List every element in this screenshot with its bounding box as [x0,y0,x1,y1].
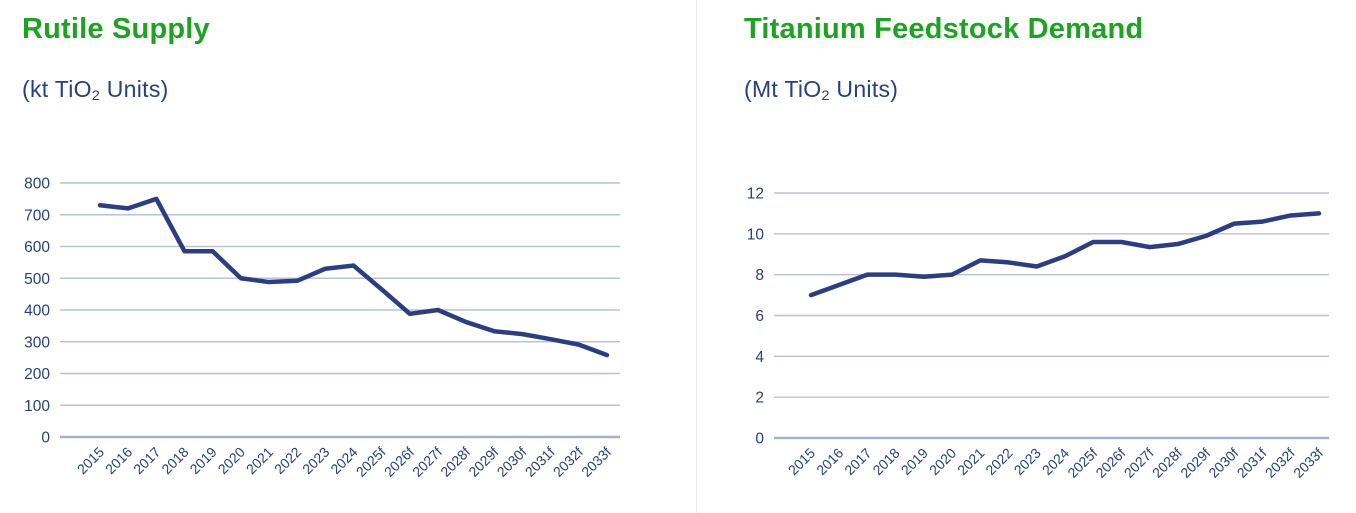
y-tick-label: 700 [24,207,50,224]
x-tick-label: 2028f [1149,445,1185,481]
x-tick-label: 2025f [1064,445,1100,481]
feedstock-demand-series-line [808,211,1322,298]
rutile-supply-series-line [97,196,610,358]
y-tick-label: 600 [24,239,50,256]
y-tick-label: 2 [755,390,764,407]
x-tick-label: 2030f [1205,445,1241,481]
rutile-supply-units-label: (kt TiO2 Units) [22,76,169,105]
subscript-2: 2 [821,88,830,105]
x-tick-label: 2026f [381,444,417,480]
feedstock-demand-title: Titanium Feedstock Demand [744,13,1144,45]
x-tick-label: 2016 [102,444,135,477]
x-tick-label: 2033f [1290,445,1326,481]
x-tick-label: 2019 [898,445,931,478]
x-tick-label: 2028f [437,444,473,480]
x-tick-label: 2019 [186,444,219,477]
x-tick-label: 2030f [494,444,530,480]
x-tick-label: 2026f [1092,445,1128,481]
x-tick-label: 2020 [215,444,248,477]
y-tick-label: 0 [755,431,764,448]
y-tick-label: 100 [24,398,50,415]
y-tick-label: 200 [24,366,50,383]
subtitle-text: Units) [100,76,169,102]
feedstock-demand-line-chart: 0246810122015201620172018201920202021202… [747,186,1329,481]
y-tick-label: 8 [755,267,764,284]
x-tick-label: 2018 [869,445,902,478]
y-tick-label: 300 [24,334,50,351]
x-tick-label: 2027f [1121,445,1157,481]
x-tick-label: 2032f [550,444,586,480]
rutile-supply-title: Rutile Supply [22,13,210,45]
x-tick-label: 2022 [982,445,1015,478]
subscript-2: 2 [91,88,101,105]
y-tick-label: 0 [41,430,50,447]
x-tick-label: 2020 [926,445,959,478]
x-tick-label: 2016 [813,445,846,478]
y-tick-label: 400 [24,303,50,320]
y-tick-label: 500 [24,271,50,288]
feedstock-demand-units-label: (Mt TiO2 Units) [744,76,899,105]
x-tick-label: 2021 [243,444,276,477]
x-tick-label: 2018 [158,444,191,477]
x-tick-label: 2033f [578,444,614,480]
x-tick-label: 2015 [74,444,107,477]
x-tick-label: 2031f [522,444,558,480]
x-tick-label: 2031f [1234,445,1270,481]
subtitle-text: (Mt TiO [744,76,822,102]
x-tick-label: 2017 [841,445,874,478]
rutile-supply-line-chart: 0100200300400500600700800201520162017201… [24,176,620,480]
feedstock-demand-panel: Titanium Feedstock Demand (Mt TiO2 Units… [697,0,1355,513]
x-tick-label: 2017 [130,444,163,477]
x-tick-label: 2029f [1177,445,1213,481]
rutile-supply-panel: Rutile Supply (kt TiO2 Units) 0 100 200 300… [22,0,697,513]
x-tick-label: 2022 [271,444,304,477]
x-tick-label: 2015 [785,445,818,478]
subtitle-text: Units) [829,76,899,102]
y-tick-label: 800 [24,176,50,193]
y-tick-label: 12 [747,186,764,203]
x-tick-label: 2029f [465,444,501,480]
y-tick-label: 6 [755,308,764,325]
subtitle-text: (kt TiO [22,76,92,102]
y-tick-label: 10 [747,226,765,243]
y-tick-label: 4 [755,349,764,366]
x-tick-label: 2023 [1011,445,1044,478]
x-tick-label: 2027f [409,444,445,480]
x-tick-label: 2032f [1262,445,1298,481]
x-tick-label: 2025f [353,444,389,480]
x-tick-label: 2023 [299,444,332,477]
x-tick-label: 2021 [954,445,987,478]
